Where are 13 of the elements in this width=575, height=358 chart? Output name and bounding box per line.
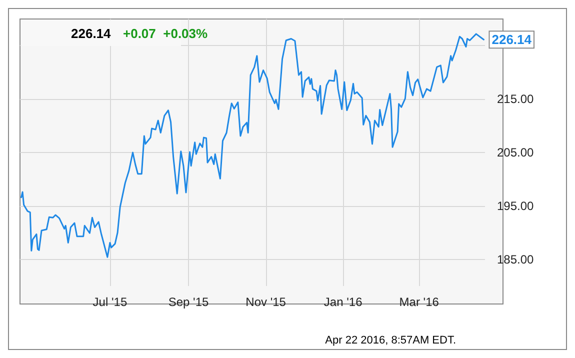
y-tick-label: 205.00	[497, 146, 534, 160]
x-tick-label: Jul '15	[92, 295, 128, 309]
y-tick-label: 195.00	[497, 198, 534, 213]
y-tick-label: 185.00	[497, 252, 534, 266]
data-label: 226.14	[492, 32, 532, 48]
x-tick-label: Sep '15	[168, 295, 209, 309]
x-tick-label: Jan '16	[324, 295, 363, 309]
x-tick-label: Nov '15	[246, 295, 286, 309]
text: Apr 22 2016, 8:57AM EDT.	[325, 334, 456, 346]
x-tick-label: Mar '16	[399, 295, 440, 309]
y-tick-label: 215.00	[497, 92, 534, 106]
text: 226.14	[71, 26, 112, 41]
text: +0.07 +0.03%	[123, 26, 208, 41]
